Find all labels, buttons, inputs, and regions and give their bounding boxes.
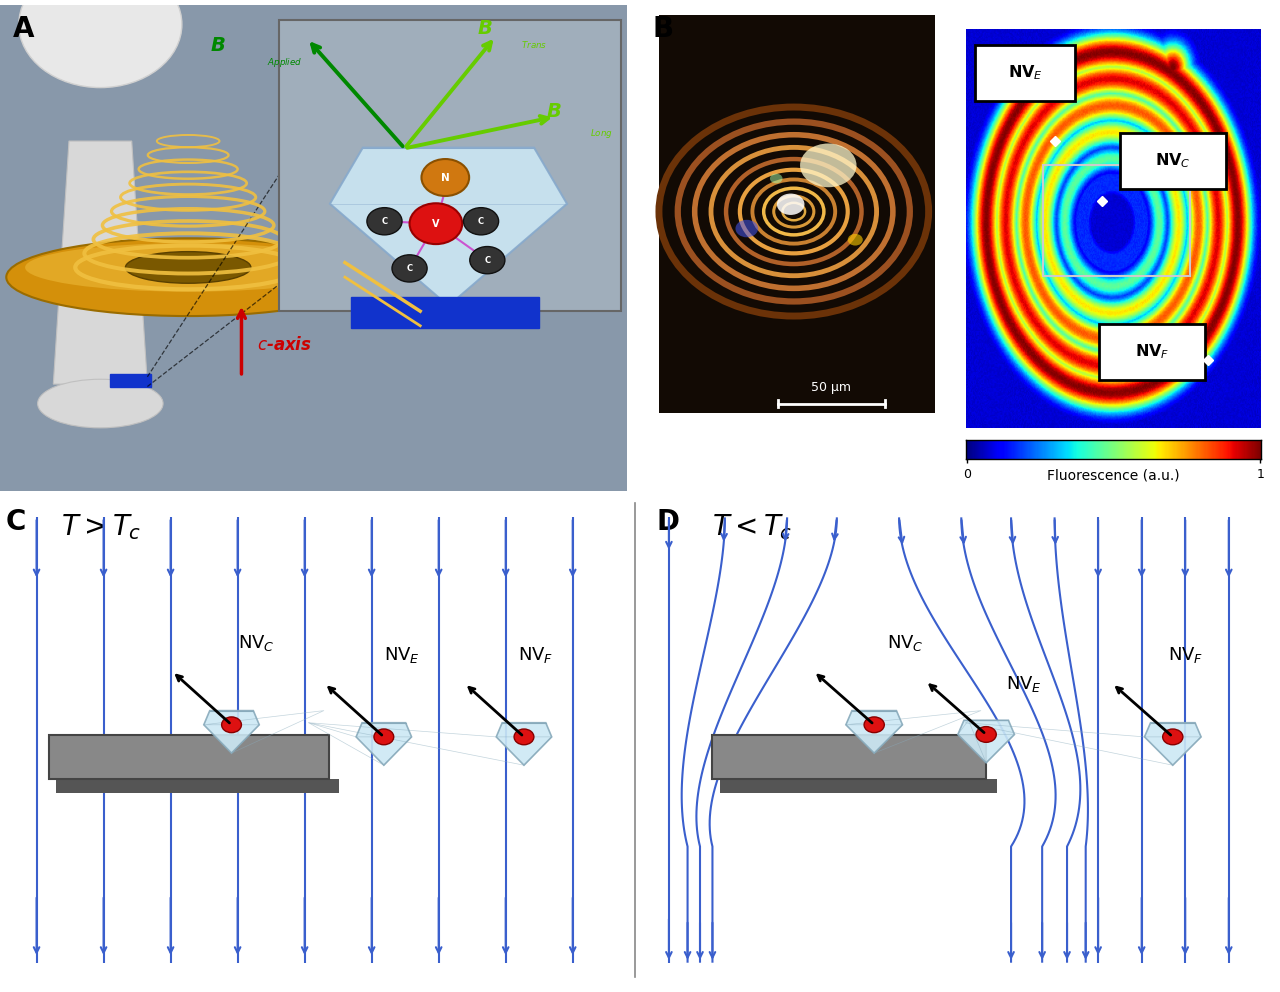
Polygon shape bbox=[204, 710, 260, 753]
Circle shape bbox=[421, 159, 470, 196]
Circle shape bbox=[392, 255, 428, 282]
Circle shape bbox=[367, 207, 402, 235]
Circle shape bbox=[410, 203, 462, 244]
Bar bbox=[110, 374, 151, 387]
Text: NV$_C$: NV$_C$ bbox=[1155, 152, 1190, 171]
Text: A: A bbox=[13, 15, 35, 43]
Text: B: B bbox=[653, 15, 673, 43]
Ellipse shape bbox=[37, 379, 163, 428]
Text: NV$_C$: NV$_C$ bbox=[887, 633, 924, 653]
Text: $\boldsymbol{B}$: $\boldsymbol{B}$ bbox=[476, 19, 493, 38]
Circle shape bbox=[800, 144, 856, 187]
Text: $_{Applied}$: $_{Applied}$ bbox=[266, 57, 302, 69]
Text: NV$_E$: NV$_E$ bbox=[1007, 63, 1043, 82]
Text: NV$_E$: NV$_E$ bbox=[1006, 675, 1042, 694]
Bar bbox=[351, 297, 539, 328]
Polygon shape bbox=[497, 723, 552, 765]
Polygon shape bbox=[1144, 723, 1201, 765]
Polygon shape bbox=[356, 723, 412, 765]
Ellipse shape bbox=[26, 243, 351, 292]
Text: C: C bbox=[407, 264, 412, 273]
Ellipse shape bbox=[125, 252, 251, 284]
Ellipse shape bbox=[6, 238, 370, 316]
Circle shape bbox=[977, 726, 996, 742]
Text: NV$_F$: NV$_F$ bbox=[1135, 343, 1169, 361]
Text: $T > T_c$: $T > T_c$ bbox=[61, 513, 141, 543]
Text: C: C bbox=[484, 256, 490, 265]
Bar bbox=[1100, 324, 1204, 380]
Text: 50 μm: 50 μm bbox=[812, 381, 851, 394]
Circle shape bbox=[1162, 729, 1183, 745]
Polygon shape bbox=[846, 710, 902, 753]
Circle shape bbox=[374, 729, 394, 745]
Circle shape bbox=[777, 193, 804, 215]
Text: $_{Long}$: $_{Long}$ bbox=[590, 127, 613, 141]
Text: NV$_F$: NV$_F$ bbox=[1167, 645, 1203, 666]
Bar bbox=[713, 735, 986, 779]
Polygon shape bbox=[957, 720, 1015, 763]
Text: C: C bbox=[477, 217, 484, 226]
Text: Fluorescence (a.u.): Fluorescence (a.u.) bbox=[1047, 468, 1180, 482]
Text: NV$_E$: NV$_E$ bbox=[384, 645, 420, 666]
Text: C: C bbox=[381, 217, 388, 226]
Circle shape bbox=[847, 234, 863, 246]
Circle shape bbox=[771, 174, 782, 184]
Circle shape bbox=[463, 207, 499, 235]
Polygon shape bbox=[54, 141, 147, 384]
Bar bbox=[56, 779, 339, 794]
Text: NV$_F$: NV$_F$ bbox=[518, 645, 554, 666]
Text: C: C bbox=[6, 508, 27, 536]
Bar bbox=[975, 46, 1075, 101]
Text: $\boldsymbol{B}$: $\boldsymbol{B}$ bbox=[545, 102, 562, 121]
Text: $_{Trans}$: $_{Trans}$ bbox=[521, 38, 547, 51]
Text: N: N bbox=[440, 173, 449, 183]
Text: D: D bbox=[657, 508, 680, 536]
Text: $c$-axis: $c$-axis bbox=[257, 336, 312, 354]
Polygon shape bbox=[330, 148, 567, 306]
Circle shape bbox=[515, 729, 534, 745]
Circle shape bbox=[470, 247, 504, 274]
Bar bbox=[49, 735, 329, 779]
Bar bbox=[1043, 165, 1190, 277]
Text: NV$_C$: NV$_C$ bbox=[238, 633, 274, 653]
Text: V: V bbox=[433, 218, 439, 229]
Circle shape bbox=[19, 0, 182, 87]
Text: $T < T_c$: $T < T_c$ bbox=[713, 513, 792, 543]
Bar bbox=[659, 15, 934, 414]
Circle shape bbox=[864, 717, 884, 733]
Bar bbox=[1120, 133, 1226, 188]
Circle shape bbox=[221, 717, 242, 733]
Bar bbox=[279, 20, 621, 311]
Circle shape bbox=[736, 220, 758, 237]
Text: $\boldsymbol{B}$: $\boldsymbol{B}$ bbox=[210, 36, 225, 56]
Bar bbox=[719, 779, 997, 794]
